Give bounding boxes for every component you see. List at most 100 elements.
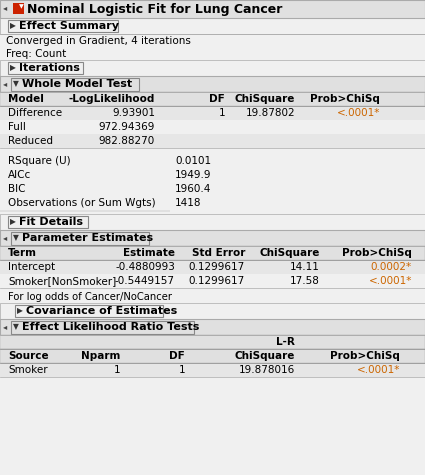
Text: Difference: Difference (8, 108, 62, 118)
Text: ◂: ◂ (3, 3, 7, 12)
Text: 14.11: 14.11 (290, 262, 320, 272)
Text: Freq: Count: Freq: Count (6, 49, 66, 59)
Bar (0, 47, 425, 60)
Text: ▶: ▶ (10, 63, 16, 72)
Text: BIC: BIC (8, 184, 25, 194)
Text: ◂: ◂ (3, 322, 7, 331)
Text: <.0001*: <.0001* (368, 276, 412, 286)
Text: DF: DF (169, 351, 185, 361)
Bar (0, 106, 425, 120)
Bar (0, 363, 425, 377)
Text: Nparm: Nparm (81, 351, 120, 361)
Bar (0, 214, 425, 230)
Bar (0, 230, 425, 246)
Text: ▼: ▼ (13, 233, 19, 242)
Text: <.0001*: <.0001* (357, 365, 400, 375)
Bar (8, 20, 118, 32)
Text: 1: 1 (218, 108, 225, 118)
Text: 1960.4: 1960.4 (175, 184, 211, 194)
Text: 0.0002*: 0.0002* (371, 262, 412, 272)
Bar (0, 134, 425, 148)
Text: Full: Full (8, 122, 26, 132)
Bar (8, 62, 83, 74)
Bar (0, 246, 425, 260)
Text: ChiSquare: ChiSquare (235, 351, 295, 361)
Text: ▶: ▶ (10, 217, 16, 226)
Text: Model: Model (8, 94, 44, 104)
Text: Smoker[NonSmoker]: Smoker[NonSmoker] (8, 276, 116, 286)
Bar (0, 260, 425, 274)
Text: Whole Model Test: Whole Model Test (22, 79, 132, 89)
Bar (11, 78, 139, 91)
Text: 0.1299617: 0.1299617 (189, 262, 245, 272)
Bar (0, 0, 425, 18)
Text: Fit Details: Fit Details (19, 217, 83, 227)
Bar (0, 349, 425, 363)
Bar (0, 18, 425, 34)
Bar (0, 168, 425, 182)
Text: 972.94369: 972.94369 (99, 122, 155, 132)
Text: 9.93901: 9.93901 (112, 108, 155, 118)
Text: ▼: ▼ (13, 322, 19, 331)
Bar (0, 92, 425, 106)
Text: RSquare (U): RSquare (U) (8, 156, 71, 166)
Text: ▼: ▼ (13, 79, 19, 88)
Text: 982.88270: 982.88270 (99, 136, 155, 146)
Text: Parameter Estimates: Parameter Estimates (22, 233, 153, 243)
Bar (13, 3, 24, 14)
Bar (0, 196, 425, 210)
Text: 1: 1 (178, 365, 185, 375)
Text: DF: DF (209, 94, 225, 104)
Text: Iterations: Iterations (19, 63, 80, 73)
Text: ▶: ▶ (10, 21, 16, 30)
Text: ▼: ▼ (19, 4, 23, 9)
Text: -LogLikelihood: -LogLikelihood (68, 94, 155, 104)
Text: ChiSquare: ChiSquare (235, 94, 295, 104)
Text: Effect Likelihood Ratio Tests: Effect Likelihood Ratio Tests (22, 322, 199, 332)
Bar (0, 60, 425, 76)
Bar (11, 321, 194, 334)
Text: 17.58: 17.58 (290, 276, 320, 286)
Bar (0, 120, 425, 134)
Text: Converged in Gradient, 4 iterations: Converged in Gradient, 4 iterations (6, 36, 191, 46)
Text: AICc: AICc (8, 170, 31, 180)
Text: Reduced: Reduced (8, 136, 53, 146)
Text: 1: 1 (113, 365, 120, 375)
Text: L-R: L-R (276, 337, 295, 347)
Text: Intercept: Intercept (8, 262, 55, 272)
Text: ◂: ◂ (3, 233, 7, 242)
Bar (0, 319, 425, 335)
Text: Term: Term (8, 248, 37, 258)
Text: -0.5449157: -0.5449157 (115, 276, 175, 286)
Bar (0, 34, 425, 47)
Text: Covariance of Estimates: Covariance of Estimates (26, 306, 177, 316)
Text: ◂: ◂ (3, 79, 7, 88)
Text: 19.87802: 19.87802 (245, 108, 295, 118)
Text: <.0001*: <.0001* (337, 108, 380, 118)
Text: Nominal Logistic Fit for Lung Cancer: Nominal Logistic Fit for Lung Cancer (27, 2, 282, 16)
Text: Estimate: Estimate (123, 248, 175, 258)
Text: Observations (or Sum Wgts): Observations (or Sum Wgts) (8, 198, 156, 208)
Bar (0, 274, 425, 288)
Bar (0, 182, 425, 196)
Text: -0.4880993: -0.4880993 (115, 262, 175, 272)
Bar (0, 76, 425, 92)
Text: ▶: ▶ (17, 306, 23, 315)
Bar (0, 335, 425, 349)
Text: Prob>ChiSq: Prob>ChiSq (330, 351, 400, 361)
Text: 0.0101: 0.0101 (175, 156, 211, 166)
Text: 1418: 1418 (175, 198, 201, 208)
Bar (0, 154, 170, 212)
Text: Effect Summary: Effect Summary (19, 21, 119, 31)
Bar (11, 232, 149, 245)
Text: Source: Source (8, 351, 48, 361)
Text: 19.878016: 19.878016 (239, 365, 295, 375)
Bar (0, 154, 425, 168)
Bar (15, 305, 163, 317)
Text: Prob>ChiSq: Prob>ChiSq (342, 248, 412, 258)
Bar (8, 216, 88, 228)
Text: For log odds of Cancer/NoCancer: For log odds of Cancer/NoCancer (8, 292, 172, 302)
Bar (0, 303, 425, 319)
Text: Std Error: Std Error (192, 248, 245, 258)
Text: Smoker: Smoker (8, 365, 48, 375)
